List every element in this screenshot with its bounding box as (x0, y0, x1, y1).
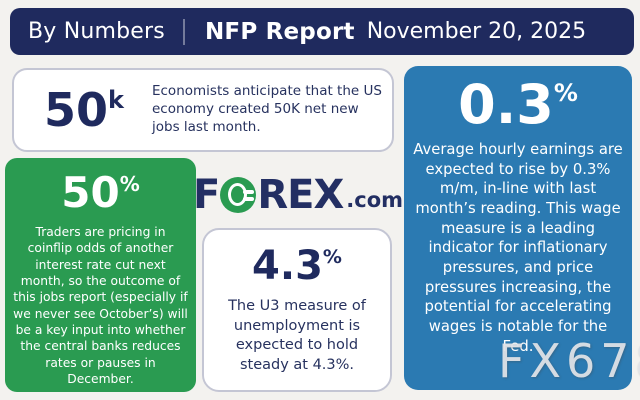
rate-cut-odds-card: 50% Traders are pricing in coinflip odds… (5, 158, 196, 392)
unemployment-stat-card: 4.3% The U3 measure of unemployment is e… (202, 228, 392, 392)
forex-zero-ring (228, 183, 248, 206)
forex-logo-tld: .com (346, 188, 404, 212)
brand-label: By Numbers (28, 19, 165, 44)
unemployment-stat-value: 4.3% (252, 243, 342, 289)
odds-stat-unit: % (119, 172, 140, 196)
odds-stat-description: Traders are pricing in coinflip odds of … (13, 225, 188, 387)
odds-stat-value: 50% (61, 168, 140, 217)
forex-logo-f: F (192, 172, 220, 218)
forex-logo-rex: REX (257, 172, 344, 218)
forex-zero-dash (243, 197, 255, 201)
forex-logo: F REX .com (193, 170, 403, 220)
report-date: November 20, 2025 (366, 19, 587, 44)
jobs-stat-value: 50k (44, 83, 124, 137)
earnings-stat-value: 0.3% (458, 73, 578, 136)
earnings-stat-description: Average hourly earnings are expected to … (413, 141, 623, 355)
unemployment-stat-unit: % (322, 246, 342, 268)
jobs-stat-description: Economists anticipate that the US econom… (151, 83, 382, 135)
header-divider (182, 18, 185, 45)
jobs-stat-card: 50k Economists anticipate that the US ec… (12, 68, 394, 152)
report-title: NFP Report (204, 18, 355, 45)
header-bar: By Numbers NFP Report November 20, 2025 (10, 8, 634, 55)
unemployment-stat-description: The U3 measure of unemployment is expect… (228, 298, 366, 374)
forex-zero-dash (243, 190, 255, 194)
earnings-stat-card: 0.3% Average hourly earnings are expecte… (404, 66, 632, 390)
fx678-watermark: FX678 (498, 334, 640, 388)
earnings-stat-unit: % (553, 79, 578, 107)
jobs-stat-unit: k (108, 86, 124, 114)
forex-zero-icon (220, 177, 257, 213)
